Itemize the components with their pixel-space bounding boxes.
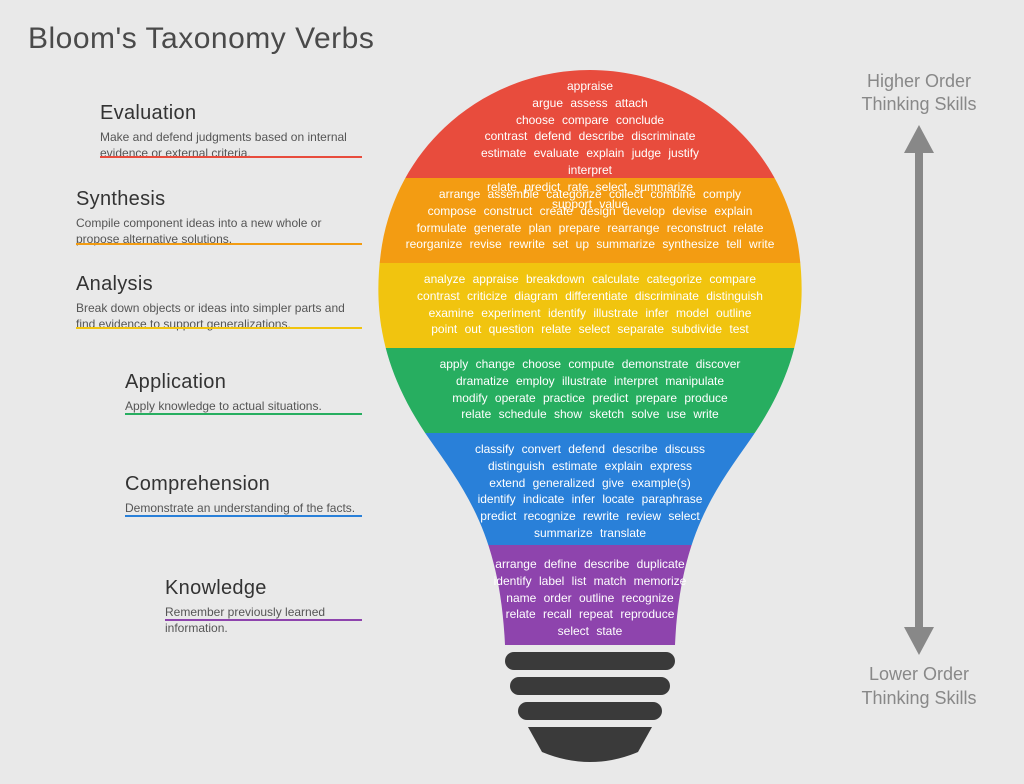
label-application: Application Apply knowledge to actual sit…: [125, 371, 362, 414]
order-scale: Higher Order Thinking Skills Lower Order…: [844, 70, 994, 710]
verbs-knowledge: arrange define describe duplicate identi…: [475, 556, 705, 640]
underline-comprehension: [125, 515, 362, 517]
label-desc-comprehension: Demonstrate an understanding of the fact…: [125, 500, 362, 516]
underline-application: [125, 413, 362, 415]
label-evaluation: EvaluationMake and defend judgments base…: [100, 102, 362, 161]
verbs-analysis: analyze appraise breakdown calculate cat…: [390, 271, 790, 338]
underline-synthesis: [76, 243, 362, 245]
lightbulb-diagram: appraise argue assess attach choose comp…: [370, 70, 810, 770]
bulb-base: [505, 652, 675, 762]
lower-order-label: Lower Order Thinking Skills: [844, 663, 994, 710]
label-title-comprehension: Comprehension: [125, 473, 362, 496]
underline-knowledge: [165, 619, 362, 621]
label-title-synthesis: Synthesis: [76, 188, 362, 211]
underline-analysis: [76, 327, 362, 329]
page-title: Bloom's Taxonomy Verbs: [28, 22, 374, 56]
label-title-application: Application: [125, 371, 362, 394]
underline-evaluation: [100, 156, 362, 158]
verbs-comprehension: classify convert defend describe discuss…: [455, 441, 725, 542]
verbs-application: apply change choose compute demonstrate …: [420, 356, 760, 423]
higher-order-label: Higher Order Thinking Skills: [844, 70, 994, 117]
verbs-synthesis: arrange assemble categorize collect comb…: [405, 186, 775, 253]
label-title-analysis: Analysis: [76, 273, 362, 296]
label-knowledge: KnowledgeRemember previously learned inf…: [165, 577, 362, 636]
double-arrow-icon: [904, 125, 934, 655]
label-analysis: AnalysisBreak down objects or ideas into…: [76, 273, 362, 332]
label-synthesis: SynthesisCompile component ideas into a …: [76, 188, 362, 247]
label-desc-application: Apply knowledge to actual situations.: [125, 398, 362, 414]
label-comprehension: Comprehension Demonstrate an understandin…: [125, 473, 362, 516]
label-title-evaluation: Evaluation: [100, 102, 362, 125]
label-title-knowledge: Knowledge: [165, 577, 362, 600]
